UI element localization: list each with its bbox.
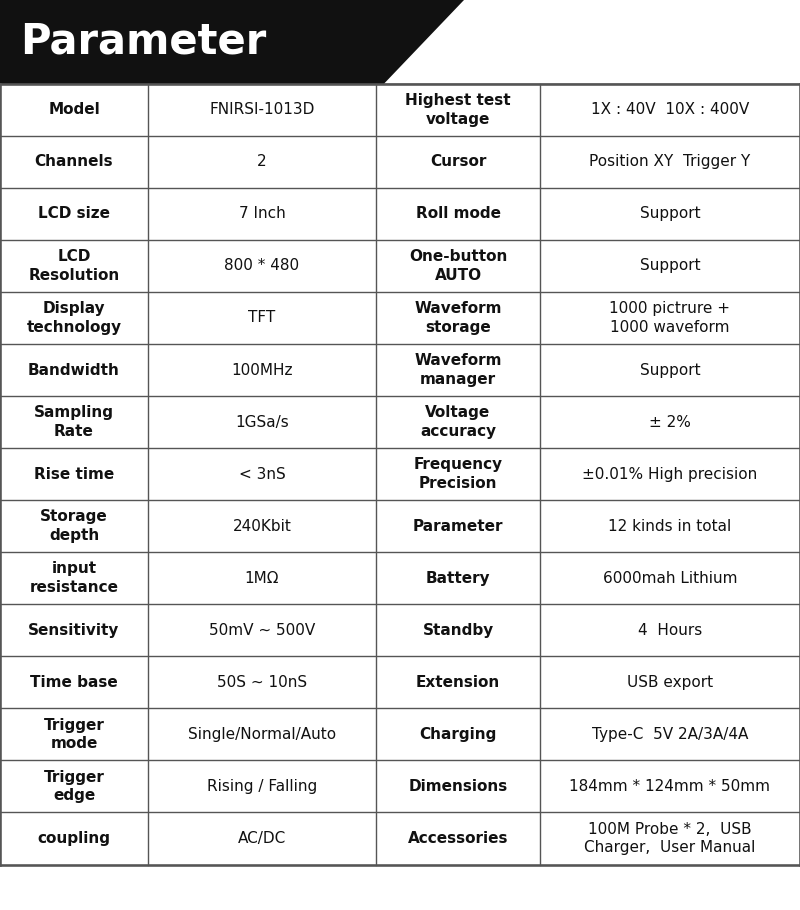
Text: Battery: Battery xyxy=(426,571,490,586)
Text: 1000 pictrure +
1000 waveform: 1000 pictrure + 1000 waveform xyxy=(610,301,730,335)
Text: 2: 2 xyxy=(257,155,267,169)
Text: Sampling
Rate: Sampling Rate xyxy=(34,405,114,439)
Text: One-button
AUTO: One-button AUTO xyxy=(409,249,507,283)
Text: Position XY  Trigger Y: Position XY Trigger Y xyxy=(590,155,750,169)
Text: 1X : 40V  10X : 400V: 1X : 40V 10X : 400V xyxy=(591,102,749,117)
Text: 4  Hours: 4 Hours xyxy=(638,622,702,638)
Text: 240Kbit: 240Kbit xyxy=(233,519,291,533)
Text: Parameter: Parameter xyxy=(413,519,503,533)
Text: Highest test
voltage: Highest test voltage xyxy=(405,93,511,126)
Text: Trigger
edge: Trigger edge xyxy=(43,770,105,804)
Text: Bandwidth: Bandwidth xyxy=(28,362,120,378)
Text: Parameter: Parameter xyxy=(20,21,266,63)
Text: Extension: Extension xyxy=(416,675,500,690)
Text: Channels: Channels xyxy=(34,155,114,169)
Text: Waveform
storage: Waveform storage xyxy=(414,301,502,335)
Text: Rising / Falling: Rising / Falling xyxy=(207,779,317,794)
Text: Support: Support xyxy=(640,258,700,273)
Text: TFT: TFT xyxy=(248,310,276,326)
Text: Type-C  5V 2A/3A/4A: Type-C 5V 2A/3A/4A xyxy=(592,727,748,742)
Text: Roll mode: Roll mode xyxy=(415,207,501,221)
Text: 184mm * 124mm * 50mm: 184mm * 124mm * 50mm xyxy=(570,779,770,794)
Text: Accessories: Accessories xyxy=(408,831,508,846)
Text: 100M Probe * 2,  USB
Charger,  User Manual: 100M Probe * 2, USB Charger, User Manual xyxy=(584,822,756,855)
Text: AC/DC: AC/DC xyxy=(238,831,286,846)
Text: Single/Normal/Auto: Single/Normal/Auto xyxy=(188,727,336,742)
Text: 7 Inch: 7 Inch xyxy=(238,207,286,221)
Text: Frequency
Precision: Frequency Precision xyxy=(414,458,502,490)
Text: Support: Support xyxy=(640,207,700,221)
Text: LCD size: LCD size xyxy=(38,207,110,221)
Text: FNIRSI-1013D: FNIRSI-1013D xyxy=(210,102,314,117)
Text: 100MHz: 100MHz xyxy=(231,362,293,378)
Text: Support: Support xyxy=(640,362,700,378)
Text: Sensitivity: Sensitivity xyxy=(28,622,120,638)
Text: Time base: Time base xyxy=(30,675,118,690)
Text: input
resistance: input resistance xyxy=(30,561,118,595)
Polygon shape xyxy=(384,0,800,84)
Text: Voltage
accuracy: Voltage accuracy xyxy=(420,405,496,439)
Text: Rise time: Rise time xyxy=(34,467,114,481)
Text: LCD
Resolution: LCD Resolution xyxy=(28,249,120,283)
Text: ±0.01% High precision: ±0.01% High precision xyxy=(582,467,758,481)
Text: Display
technology: Display technology xyxy=(26,301,122,335)
Text: Cursor: Cursor xyxy=(430,155,486,169)
Text: Waveform
manager: Waveform manager xyxy=(414,353,502,387)
Text: Trigger
mode: Trigger mode xyxy=(43,718,105,751)
Text: ± 2%: ± 2% xyxy=(649,415,691,430)
Text: USB export: USB export xyxy=(627,675,713,690)
Text: Standby: Standby xyxy=(422,622,494,638)
Text: Dimensions: Dimensions xyxy=(408,779,508,794)
Text: 1GSa/s: 1GSa/s xyxy=(235,415,289,430)
Text: Model: Model xyxy=(48,102,100,117)
Text: 50mV ~ 500V: 50mV ~ 500V xyxy=(209,622,315,638)
Text: Storage
depth: Storage depth xyxy=(40,510,108,543)
Bar xyxy=(0,0,800,84)
Text: 6000mah Lithium: 6000mah Lithium xyxy=(602,571,738,586)
Text: 800 * 480: 800 * 480 xyxy=(225,258,299,273)
Text: Charging: Charging xyxy=(419,727,497,742)
Text: coupling: coupling xyxy=(38,831,110,846)
Text: 12 kinds in total: 12 kinds in total xyxy=(608,519,732,533)
Text: < 3nS: < 3nS xyxy=(238,467,286,481)
Text: 1MΩ: 1MΩ xyxy=(245,571,279,586)
Text: 50S ~ 10nS: 50S ~ 10nS xyxy=(217,675,307,690)
